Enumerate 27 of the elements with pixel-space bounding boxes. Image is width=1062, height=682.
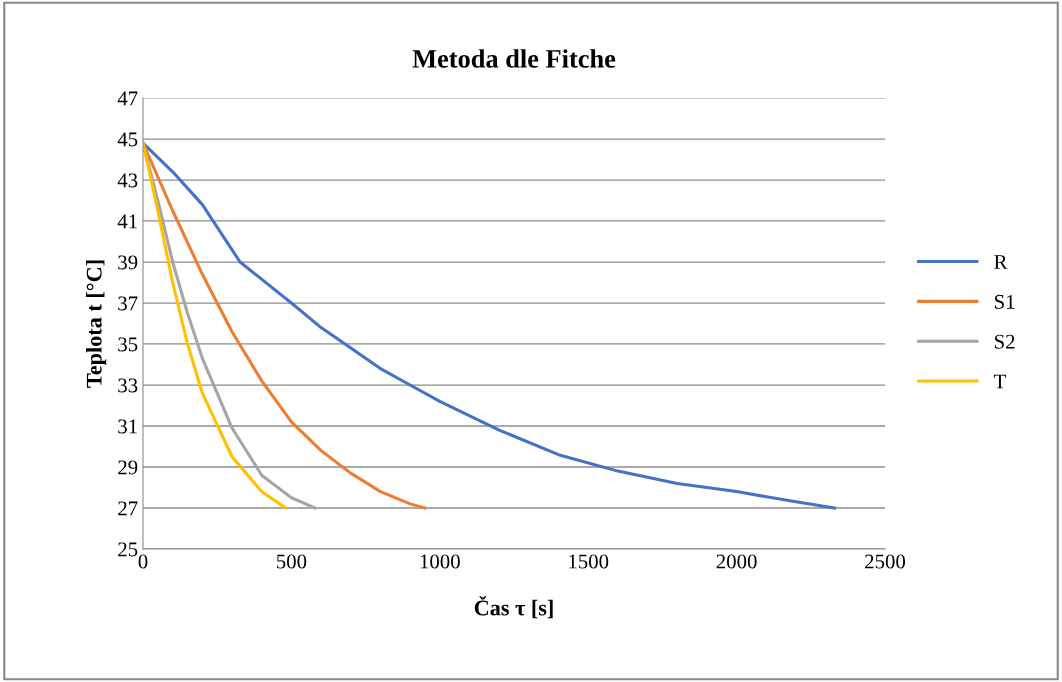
y-tick-label: 39 (118, 255, 138, 270)
chart-title: Metoda dle Fitche (412, 49, 616, 68)
line-series (143, 141, 837, 510)
legend-label: S1 (994, 294, 1015, 309)
x-axis-title: Čas τ [s] (474, 595, 553, 619)
x-tick-label: 2500 (865, 554, 906, 569)
y-tick-label: 45 (117, 132, 138, 147)
x-tick-label: 1500 (569, 554, 609, 569)
y-tick-label: 47 (117, 91, 138, 106)
y-tick-label: 43 (117, 173, 138, 188)
x-tick-label: 1000 (420, 554, 460, 569)
x-tick-label: 500 (276, 554, 307, 569)
line-series (143, 141, 287, 510)
y-tick-label: 27 (118, 501, 138, 516)
y-tick-label: 35 (118, 337, 138, 352)
x-tick-label: 2000 (716, 554, 757, 569)
y-tick-label: 37 (118, 296, 138, 311)
legend-label: R (994, 255, 1008, 269)
y-tick-label: 33 (118, 378, 138, 393)
y-axis-title: Teplota t [°C] (86, 260, 107, 388)
y-tick-label: 41 (117, 214, 137, 229)
legend-label: S2 (994, 334, 1015, 349)
y-tick-label: 25 (118, 542, 138, 557)
y-tick-label: 29 (118, 460, 138, 475)
y-tick-label: 31 (118, 419, 137, 434)
x-tick-label: 0 (138, 554, 148, 569)
legend-label: T (993, 374, 1006, 389)
